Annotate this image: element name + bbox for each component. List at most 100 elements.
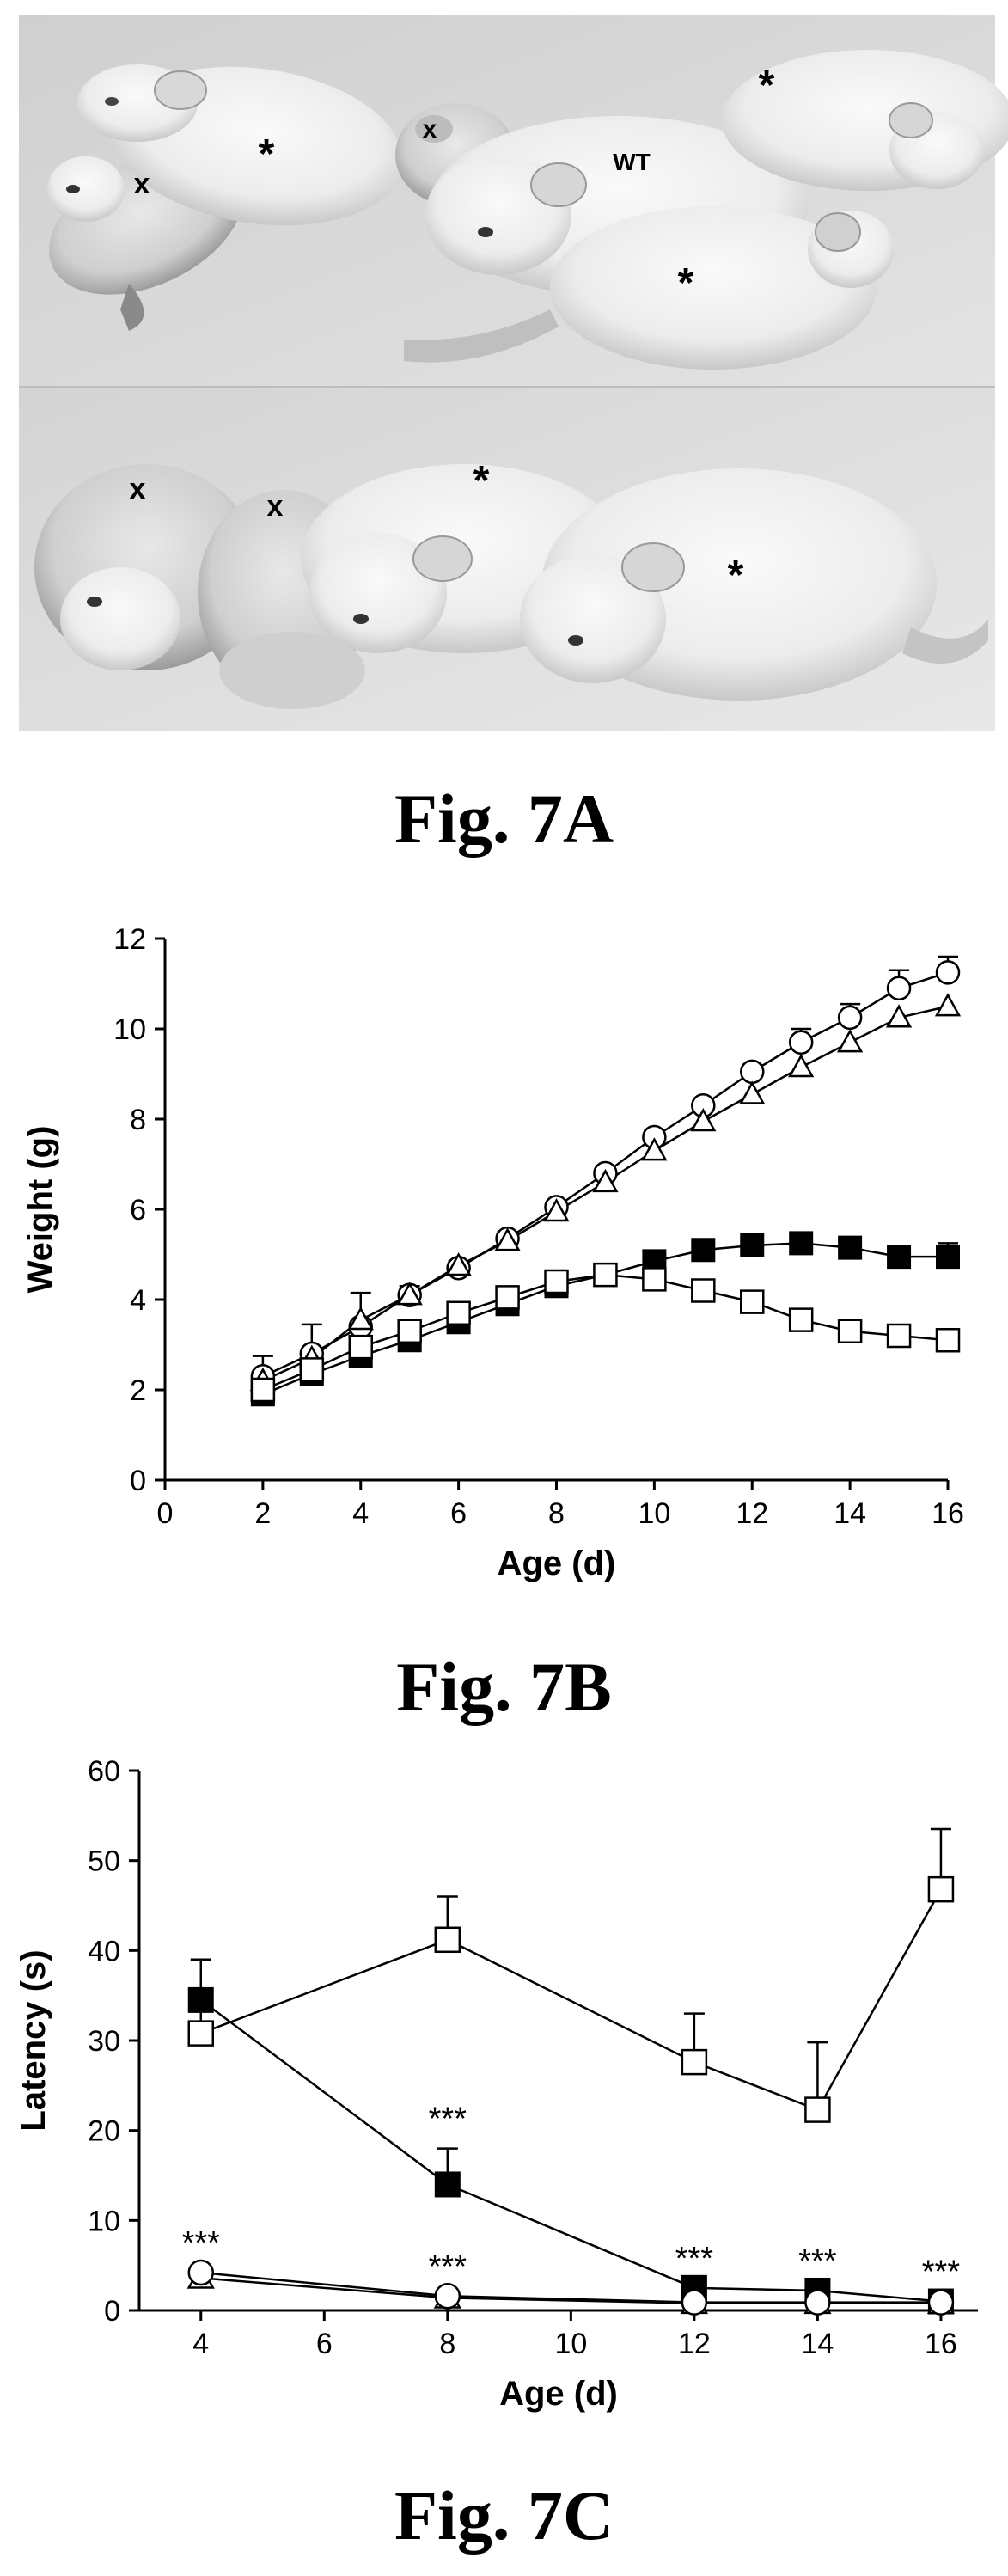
y-tick-label: 0 [104, 2295, 120, 2328]
data-point-open-square [434, 1926, 461, 1954]
data-point-open-triangle [641, 1137, 668, 1161]
data-point-open-square [544, 1269, 569, 1294]
data-point-open-triangle [592, 1168, 619, 1193]
data-point-open-triangle [739, 1080, 766, 1104]
data-point-open-circle [740, 1059, 765, 1085]
y-tick-label: 12 [113, 923, 146, 956]
figure-7b-caption: Fig. 7B [396, 1648, 612, 1726]
data-point-open-circle [788, 1030, 814, 1055]
data-point-open-triangle [690, 1108, 717, 1132]
mouse-pups-photo: x x * * WT * x x * * [19, 15, 1008, 731]
data-point-open-circle [935, 960, 961, 985]
data-point-open-triangle [837, 1029, 864, 1053]
significance-annotation: *** [429, 2102, 467, 2138]
data-point-open-square [691, 1278, 716, 1303]
data-point-open-triangle [885, 1004, 913, 1028]
photo-label-star-bottom-center: * [473, 458, 490, 504]
data-point-open-circle [681, 2289, 708, 2316]
data-point-open-square [886, 1323, 912, 1349]
data-point-filled-square [887, 1245, 912, 1270]
y-tick-label: 8 [130, 1104, 146, 1136]
x-tick-label: 6 [316, 2328, 333, 2360]
y-axis-label: Latency (s) [15, 1949, 52, 2131]
data-point-open-triangle [788, 1054, 815, 1078]
data-point-open-square [397, 1319, 422, 1343]
data-point-open-square [593, 1262, 618, 1288]
x-tick-label: 8 [548, 1497, 565, 1530]
x-tick-label: 12 [736, 1497, 768, 1530]
x-tick-label: 14 [801, 2328, 834, 2360]
data-point-open-triangle [396, 1282, 423, 1306]
weight-chart: 0 2 4 6 8 10 12 14 16 0 2 4 6 8 10 12 Age (d) Weight (g) [21, 923, 964, 1582]
data-point-open-circle [927, 2289, 955, 2316]
mouse-pup-bottom-right [520, 468, 988, 701]
data-point-open-square [642, 1267, 667, 1292]
x-axis-label: Age (d) [499, 2375, 618, 2413]
photo-label-star-top-right: * [759, 63, 775, 108]
x-tick-label: 0 [157, 1497, 174, 1530]
data-point-open-square [446, 1300, 471, 1325]
x-tick-label: 6 [450, 1497, 467, 1530]
data-point-open-circle [837, 1005, 863, 1031]
data-point-filled-square [187, 1986, 214, 2013]
x-tick-label: 14 [834, 1497, 866, 1530]
photo-label-x-top-left: x [134, 168, 150, 200]
x-tick-label: 10 [554, 2328, 587, 2360]
data-point-filled-square [434, 2171, 461, 2198]
data-point-open-circle [187, 2259, 215, 2286]
y-tick-label: 10 [113, 1013, 146, 1046]
series-markers-open-circle [187, 2259, 955, 2316]
y-tick-label: 60 [88, 1755, 120, 1788]
latency-chart: 4 6 8 10 12 14 16 0 10 20 30 40 50 60 Age (d) Latency (… [15, 1755, 978, 2413]
figure-7a-caption: Fig. 7A [394, 780, 614, 858]
data-point-open-square [788, 1307, 814, 1332]
x-axis-label: Age (d) [498, 1545, 616, 1582]
y-tick-label: 30 [88, 2025, 120, 2058]
significance-annotation: *** [922, 2255, 961, 2291]
data-point-open-triangle [934, 993, 962, 1017]
significance-annotation: *** [798, 2243, 837, 2279]
significance-annotation: *** [675, 2241, 714, 2277]
x-tick-label: 2 [254, 1497, 271, 1530]
data-point-open-circle [804, 2289, 831, 2316]
data-point-filled-square [691, 1238, 716, 1263]
x-tick-label: 16 [925, 2328, 957, 2360]
figure-7c-caption: Fig. 7C [394, 2476, 614, 2555]
data-point-open-square [681, 2048, 708, 2076]
x-tick-label: 4 [192, 2328, 209, 2360]
data-point-open-square [250, 1377, 276, 1403]
y-tick-label: 6 [130, 1194, 146, 1227]
data-point-open-square [837, 1319, 863, 1343]
y-tick-label: 4 [130, 1284, 146, 1317]
x-tick-label: 16 [932, 1497, 964, 1530]
photo-label-x-top-center: x [423, 115, 437, 144]
data-point-open-square [740, 1289, 765, 1314]
significance-annotation: *** [182, 2225, 221, 2261]
series-line-open-square [200, 1888, 943, 2112]
data-point-filled-square [740, 1233, 765, 1257]
photo-label-star-top-left: * [259, 132, 275, 177]
y-tick-label: 2 [130, 1374, 146, 1407]
data-point-filled-square [838, 1235, 863, 1260]
y-axis-label: Weight (g) [21, 1126, 59, 1294]
photo-label-x-bottom-second: x [267, 490, 284, 523]
photo-label-star-top-front: * [678, 260, 694, 306]
data-point-open-square [935, 1328, 961, 1353]
mouse-pup-top-right [722, 50, 1008, 191]
photo-label-wt: WT [613, 149, 651, 175]
data-point-open-square [348, 1334, 373, 1360]
significance-annotation: *** [429, 2249, 467, 2285]
data-point-open-circle [434, 2283, 461, 2310]
data-point-open-square [927, 1875, 955, 1903]
y-tick-label: 20 [88, 2115, 120, 2148]
y-tick-label: 10 [88, 2205, 120, 2237]
data-point-open-square [804, 2096, 831, 2123]
series-markers-open-square [187, 1875, 955, 2123]
data-point-open-triangle [543, 1198, 570, 1222]
data-point-open-triangle [347, 1306, 374, 1331]
x-tick-label: 4 [352, 1497, 369, 1530]
photo-label-x-bottom-left: x [130, 473, 146, 505]
mouse-pup-top-front [550, 206, 894, 370]
x-tick-label: 10 [638, 1497, 670, 1530]
data-point-open-square [187, 2020, 215, 2047]
